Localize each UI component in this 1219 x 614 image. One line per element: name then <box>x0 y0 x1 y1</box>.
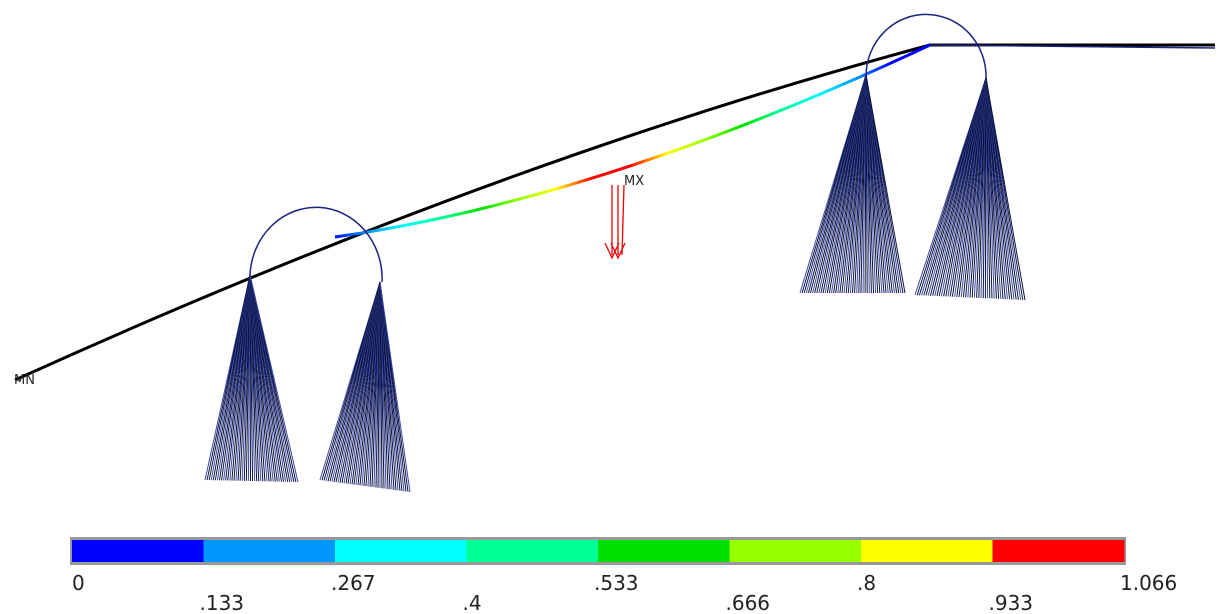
legend-band <box>335 540 467 562</box>
max-label: MX <box>624 174 644 189</box>
leg-hatch <box>249 274 299 483</box>
arch-right <box>865 13 987 79</box>
legend-tick-label: .533 <box>594 571 639 595</box>
legend-tick-label: .267 <box>331 571 376 595</box>
legend-band <box>598 540 730 562</box>
legend-tick-label: .8 <box>857 571 876 595</box>
structure <box>14 13 1216 493</box>
legend-tick-label: .933 <box>989 591 1034 614</box>
leg-hatch <box>379 281 411 493</box>
legend-tick-label: .4 <box>463 591 482 614</box>
legend-tick-label: 0 <box>72 571 85 595</box>
legend-band <box>466 540 599 562</box>
legend-band <box>72 540 204 562</box>
legend-band <box>729 540 862 562</box>
leg-hatch <box>865 74 906 294</box>
legend-tick-label: .133 <box>200 591 245 614</box>
legend-tick-label: .666 <box>726 591 771 614</box>
arch-left <box>249 206 383 283</box>
deck <box>929 44 1216 49</box>
legend-tick-label: 1.066 <box>1120 571 1177 595</box>
min-label: MN <box>14 373 35 388</box>
legend-band <box>992 540 1125 562</box>
leg-hatch <box>985 77 1026 301</box>
load-arrows <box>604 184 626 260</box>
cable-contour <box>334 43 931 239</box>
legend-band <box>203 540 336 562</box>
legend-band <box>861 540 993 562</box>
cable-upper <box>14 43 1215 382</box>
